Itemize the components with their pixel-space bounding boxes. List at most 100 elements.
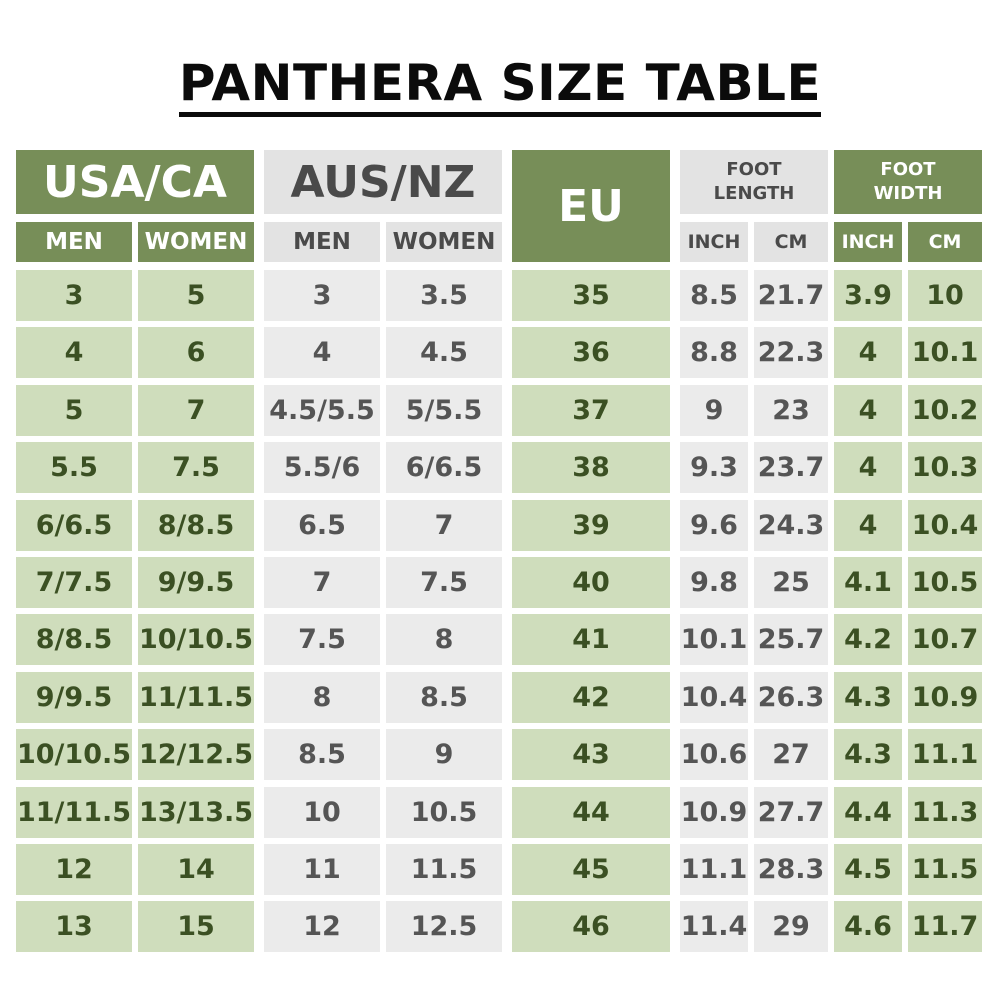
table-cell-aus-men: 8.5: [264, 729, 380, 781]
table-cell-len-inch: 10.6: [680, 729, 748, 781]
table-cell-wid-inch: 4.5: [834, 844, 902, 895]
header-eu: EU: [512, 150, 670, 262]
table-cell-usa-men: 5: [16, 384, 132, 436]
table-cell-usa-women: 9/9.5: [138, 557, 254, 608]
table-cell-usa-women: 12/12.5: [138, 729, 254, 781]
table-cell-usa-women: 6: [138, 327, 254, 379]
table-cell-len-cm: 21.7: [754, 270, 828, 321]
table-cell-wid-inch: 4: [834, 442, 902, 494]
table-cell-eu: 44: [512, 786, 670, 838]
table-cell-wid-inch: 4: [834, 499, 902, 551]
table-cell-wid-cm: 10.5: [908, 557, 982, 608]
table-cell-aus-women: 3.5: [386, 270, 502, 321]
table-cell-aus-women: 8.5: [386, 671, 502, 723]
table-cell-aus-men: 10: [264, 786, 380, 838]
table-cell-len-inch: 9.6: [680, 499, 748, 551]
table-cell-len-inch: 8.8: [680, 327, 748, 379]
table-cell-aus-men: 4: [264, 327, 380, 379]
table-cell-aus-women: 8: [386, 614, 502, 666]
table-cell-aus-women: 12.5: [386, 901, 502, 953]
subheader-aus-women: WOMEN: [386, 222, 502, 262]
table-cell-usa-women: 8/8.5: [138, 499, 254, 551]
table-cell-len-inch: 10.9: [680, 786, 748, 838]
table-cell-aus-men: 7.5: [264, 614, 380, 666]
table-cell-len-cm: 27: [754, 729, 828, 781]
header-foot-length: FOOT LENGTH: [680, 150, 828, 214]
table-cell-usa-women: 14: [138, 844, 254, 895]
table-cell-aus-men: 6.5: [264, 499, 380, 551]
table-cell-len-cm: 23.7: [754, 442, 828, 494]
table-cell-aus-women: 6/6.5: [386, 442, 502, 494]
subheader-length-inch: INCH: [680, 222, 748, 262]
table-cell-wid-inch: 4.6: [834, 901, 902, 953]
table-cell-eu: 38: [512, 442, 670, 494]
table-cell-wid-cm: 11.1: [908, 729, 982, 781]
table-cell-aus-men: 5.5/6: [264, 442, 380, 494]
table-cell-wid-cm: 11.5: [908, 844, 982, 895]
table-cell-len-cm: 25: [754, 557, 828, 608]
table-cell-len-inch: 11.4: [680, 901, 748, 953]
table-cell-wid-inch: 4.2: [834, 614, 902, 666]
table-cell-len-cm: 23: [754, 384, 828, 436]
table-cell-usa-men: 3: [16, 270, 132, 321]
table-cell-wid-inch: 4.3: [834, 729, 902, 781]
table-cell-wid-cm: 11.7: [908, 901, 982, 953]
table-cell-len-cm: 27.7: [754, 786, 828, 838]
table-cell-usa-men: 10/10.5: [16, 729, 132, 781]
table-cell-wid-cm: 10.7: [908, 614, 982, 666]
table-cell-wid-cm: 10.1: [908, 327, 982, 379]
table-cell-wid-inch: 3.9: [834, 270, 902, 321]
table-cell-usa-men: 8/8.5: [16, 614, 132, 666]
table-cell-usa-women: 13/13.5: [138, 786, 254, 838]
header-foot-width: FOOT WIDTH: [834, 150, 982, 214]
table-cell-eu: 35: [512, 270, 670, 321]
table-cell-eu: 45: [512, 844, 670, 895]
table-cell-len-cm: 28.3: [754, 844, 828, 895]
table-cell-usa-men: 6/6.5: [16, 499, 132, 551]
table-cell-wid-cm: 10.2: [908, 384, 982, 436]
table-cell-len-cm: 29: [754, 901, 828, 953]
table-cell-eu: 40: [512, 557, 670, 608]
table-cell-wid-cm: 10.9: [908, 671, 982, 723]
header-aus-nz: AUS/NZ: [264, 150, 502, 214]
table-cell-usa-men: 4: [16, 327, 132, 379]
table-cell-aus-women: 9: [386, 729, 502, 781]
table-cell-aus-men: 12: [264, 901, 380, 953]
table-cell-wid-cm: 10: [908, 270, 982, 321]
table-cell-aus-women: 11.5: [386, 844, 502, 895]
table-cell-usa-women: 10/10.5: [138, 614, 254, 666]
table-cell-usa-men: 12: [16, 844, 132, 895]
header-usa-ca: USA/CA: [16, 150, 254, 214]
subheader-aus-men: MEN: [264, 222, 380, 262]
table-cell-usa-men: 13: [16, 901, 132, 953]
table-cell-len-inch: 8.5: [680, 270, 748, 321]
table-cell-wid-inch: 4.3: [834, 671, 902, 723]
table-cell-eu: 39: [512, 499, 670, 551]
table-cell-aus-men: 3: [264, 270, 380, 321]
table-cell-usa-women: 5: [138, 270, 254, 321]
table-cell-eu: 37: [512, 384, 670, 436]
table-cell-aus-women: 10.5: [386, 786, 502, 838]
table-cell-len-inch: 9.3: [680, 442, 748, 494]
table-cell-eu: 41: [512, 614, 670, 666]
table-cell-usa-women: 15: [138, 901, 254, 953]
table-cell-aus-women: 7.5: [386, 557, 502, 608]
table-cell-aus-women: 7: [386, 499, 502, 551]
table-cell-aus-women: 5/5.5: [386, 384, 502, 436]
table-cell-wid-cm: 10.3: [908, 442, 982, 494]
page-title: PANTHERA SIZE TABLE: [0, 52, 1000, 117]
table-cell-usa-men: 7/7.5: [16, 557, 132, 608]
table-cell-len-inch: 9: [680, 384, 748, 436]
table-cell-usa-women: 11/11.5: [138, 671, 254, 723]
table-cell-aus-men: 4.5/5.5: [264, 384, 380, 436]
table-cell-len-inch: 10.4: [680, 671, 748, 723]
table-cell-len-cm: 26.3: [754, 671, 828, 723]
table-cell-wid-cm: 10.4: [908, 499, 982, 551]
table-cell-wid-inch: 4: [834, 327, 902, 379]
table-cell-aus-women: 4.5: [386, 327, 502, 379]
title-text: PANTHERA SIZE TABLE: [178, 54, 822, 117]
table-cell-aus-men: 7: [264, 557, 380, 608]
subheader-usa-women: WOMEN: [138, 222, 254, 262]
table-cell-wid-inch: 4.1: [834, 557, 902, 608]
table-cell-aus-men: 11: [264, 844, 380, 895]
